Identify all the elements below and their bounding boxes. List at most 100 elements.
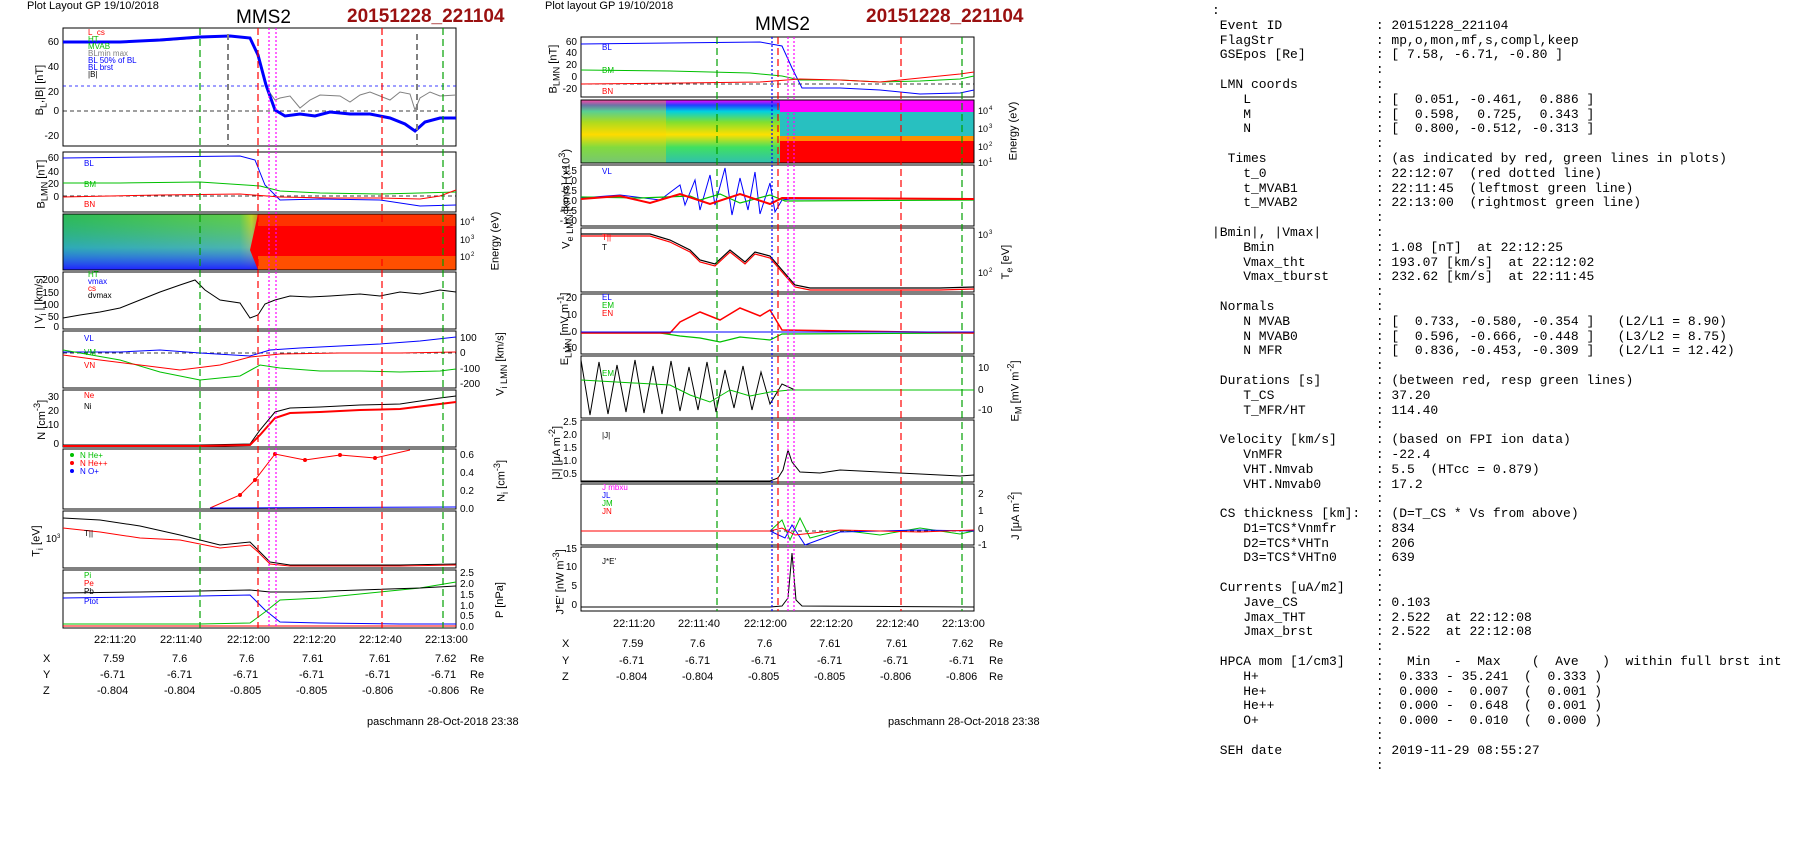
svg-text:J mbxu: J mbxu (602, 483, 628, 492)
svg-text:3: 3 (471, 235, 475, 241)
right-panel-velmn: VL 1.51.00.50.0-0.5-1.0 (560, 164, 975, 227)
right-time-markers (716, 37, 963, 611)
svg-text:Ptot: Ptot (84, 597, 99, 606)
svg-text:JL: JL (602, 491, 611, 500)
summary-line: H+ : 0.333 - 35.241 ( 0.333 ) (1212, 668, 1603, 684)
summary-line: O+ : 0.000 - 0.010 ( 0.000 ) (1212, 713, 1603, 729)
svg-text:0.2: 0.2 (460, 486, 474, 497)
svg-text:60: 60 (566, 37, 578, 48)
left-coord-value: 7.62 (435, 653, 457, 665)
left-ylabel-ti: Ti [eV] (30, 525, 45, 557)
svg-text:150: 150 (42, 288, 59, 299)
summary-line: Durations [s] : (between red, resp green… (1212, 372, 1634, 388)
svg-text:0: 0 (571, 72, 577, 83)
left-panel-bl: L_cs HT MVAB BLmin max BL 50% of BL BL b… (45, 27, 457, 147)
svg-text:EM: EM (602, 301, 614, 310)
left-coord-value: -0.805 (230, 685, 262, 697)
right-coord-value: 7.6 (757, 638, 773, 650)
svg-text:BLmin max: BLmin max (88, 49, 128, 58)
svg-text:4: 4 (471, 217, 475, 223)
svg-text:BL: BL (84, 159, 94, 168)
summary-line: Bmin : 1.08 [nT] at 22:12:25 (1212, 239, 1564, 255)
summary-line: LMN coords : (1212, 76, 1384, 92)
summary-line: HPCA mom [1/cm3] : Min - Max ( Ave ) wit… (1212, 654, 1782, 670)
left-coord-value: -6.71 (167, 669, 193, 681)
left-coord-value: -0.804 (164, 685, 196, 697)
svg-text:BL brst: BL brst (88, 63, 114, 72)
left-coord-value: 7.6 (239, 653, 255, 665)
right-ylabel-velmn: Ve LMN [km/s] (x103) (557, 148, 575, 249)
right-spacecraft-title: MMS2 (755, 14, 810, 35)
left-time-label: 22:11:40 (160, 634, 203, 646)
left-coord-name: Y (43, 669, 51, 681)
summary-line: Velocity [km/s] : (based on FPI ion data… (1212, 432, 1571, 448)
svg-text:20: 20 (566, 60, 578, 71)
summary-line: T_MFR/HT : 114.40 (1212, 402, 1439, 418)
left-coord-value: -0.806 (362, 685, 394, 697)
right-ylabel-te: Te [eV] (1000, 244, 1015, 280)
svg-text:4: 4 (989, 106, 993, 112)
summary-line: : (1212, 491, 1384, 507)
left-time-markers (199, 28, 444, 628)
summary-line: Currents [uA/m2] : (1212, 580, 1384, 596)
left-ylabel-vilmn: Vi LMN [km/s] (494, 332, 509, 396)
summary-line: L : [ 0.051, -0.461, 0.886 ] (1212, 91, 1595, 107)
summary-line: : (1212, 3, 1220, 18)
right-ylabel-em: EM [mV m-2] (1005, 360, 1024, 422)
left-time-label: 22:12:20 (293, 634, 336, 646)
right-coord-value: 7.59 (622, 638, 644, 650)
summary-line: He++ : 0.000 - 0.648 ( 0.001 ) (1212, 698, 1603, 714)
svg-text:HT: HT (88, 35, 99, 44)
right-panel-em: EM 10 0 -10 (580, 355, 993, 419)
svg-text:BL 50% of BL: BL 50% of BL (88, 56, 137, 65)
svg-text:0.0: 0.0 (563, 196, 577, 207)
svg-text:T||: T|| (84, 529, 93, 538)
svg-text:10: 10 (978, 363, 990, 374)
svg-text:1.5: 1.5 (563, 166, 577, 177)
summary-line: Event ID : 20151228_221104 (1212, 17, 1509, 33)
summary-line: GSEpos [Re] : [ 7.58, -6.71, -0.80 ] (1212, 47, 1564, 63)
svg-text:3: 3 (989, 230, 993, 236)
left-coord-value: -6.71 (365, 669, 391, 681)
right-time-label: 22:13:00 (942, 618, 985, 630)
left-ylabel-energy: Energy (eV) (489, 211, 502, 271)
right-ylabel-je: J*E' [nW m-3] (550, 549, 567, 615)
left-coord-value: 7.59 (103, 653, 125, 665)
summary-line: D3=TCS*VHTn0 : 639 (1212, 550, 1415, 566)
left-ylabel-ni: Ni [cm-3] (492, 459, 510, 502)
svg-text:-10: -10 (563, 343, 578, 354)
summary-line: T_CS : 37.20 (1212, 387, 1431, 403)
left-panel-spectrogram: 10 4 10 3 10 2 (62, 213, 475, 271)
right-coord-value: -0.806 (880, 671, 912, 683)
summary-line: : (1212, 757, 1384, 773)
left-panel-vilmn: VL VM VN 100 0 -100 -200 (62, 330, 480, 390)
left-coord-unit: Re (470, 653, 485, 665)
svg-text:VM: VM (84, 348, 96, 357)
summary-line: VHT.Nmvab : 5.5 (HTcc = 0.879) (1212, 461, 1540, 477)
summary-line: VHT.Nmvab0 : 17.2 (1212, 476, 1423, 492)
svg-text:0.5: 0.5 (563, 186, 577, 197)
svg-text:0: 0 (53, 322, 59, 333)
svg-text:Ne: Ne (84, 391, 95, 400)
left-ylabel-vi: | Vi | [km/s] (33, 275, 48, 329)
svg-text:10: 10 (566, 562, 578, 573)
summary-line: : (1212, 639, 1384, 655)
summary-line: D2=TCS*VHTn : 206 (1212, 535, 1415, 551)
svg-text:BM: BM (602, 66, 614, 75)
summary-line: t_0 : 22:12:07 (red dotted line) (1212, 165, 1603, 181)
right-coord-name: Z (562, 671, 569, 683)
left-footer: paschmann 28-Oct-2018 23:38 (367, 716, 519, 728)
right-coord-value: 7.61 (886, 638, 908, 650)
summary-line: Normals : (1212, 298, 1384, 314)
svg-text:10: 10 (460, 252, 470, 262)
svg-text:HT: HT (88, 270, 99, 279)
right-time-label: 22:11:20 (613, 618, 656, 630)
svg-text:Pe: Pe (84, 579, 94, 588)
left-event-title: 20151228_221104 (347, 6, 505, 27)
